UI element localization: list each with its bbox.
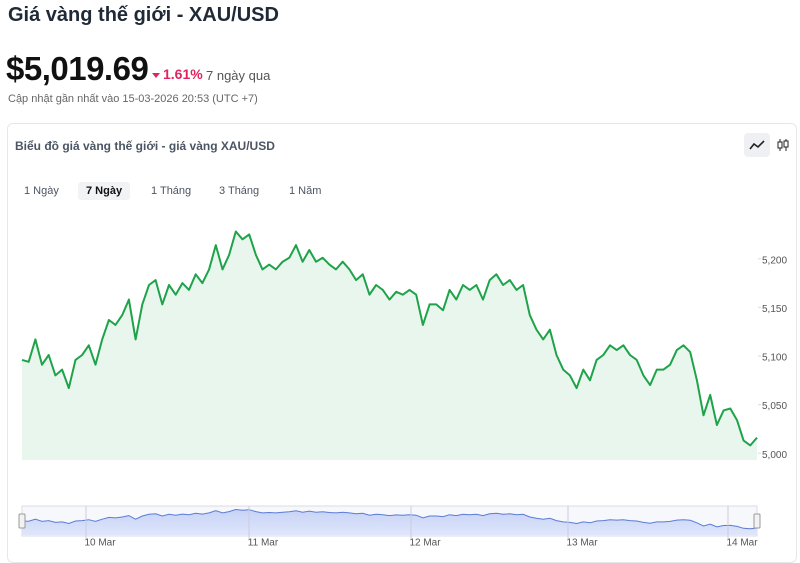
price-line bbox=[21, 230, 758, 447]
y-tick-label: 5,100 bbox=[762, 353, 787, 364]
y-tick-label: 5,150 bbox=[762, 304, 787, 315]
range-tab[interactable]: 1 Tháng bbox=[151, 185, 192, 197]
range-tab[interactable]: 1 Ngày bbox=[24, 185, 59, 197]
change-value: 1.61% bbox=[163, 66, 203, 82]
range-tab[interactable]: 7 Ngày bbox=[78, 182, 131, 200]
navigator-line bbox=[21, 508, 758, 530]
range-tab[interactable]: 1 Năm bbox=[289, 185, 322, 197]
period: 7 ngày qua bbox=[206, 68, 271, 83]
y-tick-label: 5,000 bbox=[762, 450, 787, 461]
navigator-label: 13 Mar bbox=[566, 538, 598, 549]
navigator-handle bbox=[753, 513, 761, 529]
navigator-handle bbox=[18, 513, 26, 529]
navigator-label: 11 Mar bbox=[248, 538, 279, 549]
navigator-area bbox=[22, 509, 757, 535]
area bbox=[22, 231, 757, 460]
card-title: Biểu đồ giá vàng thế giới - giá vàng XAU… bbox=[15, 139, 275, 153]
y-tick-label: 5,050 bbox=[762, 401, 787, 412]
price-change: 1.61% bbox=[152, 66, 203, 82]
range-tab[interactable]: 3 Tháng bbox=[219, 185, 260, 197]
down-arrow bbox=[152, 72, 160, 78]
candle-chart-button[interactable] bbox=[770, 133, 796, 157]
navigator-label: 14 Mar bbox=[726, 538, 758, 549]
line-chart-button[interactable] bbox=[744, 133, 770, 157]
price: $5,019.69 bbox=[6, 50, 149, 87]
candle-icon bbox=[777, 139, 789, 151]
navigator-label: 12 Mar bbox=[409, 538, 441, 549]
updated-time: Cập nhật gần nhất vào 15-03-2026 20:53 (… bbox=[8, 93, 258, 105]
y-tick-label: 5,200 bbox=[762, 255, 787, 266]
page-title: Giá vàng thế giới - XAU/USD bbox=[8, 4, 279, 26]
line-icon bbox=[749, 140, 765, 150]
navigator-label: 10 Mar bbox=[84, 538, 116, 549]
